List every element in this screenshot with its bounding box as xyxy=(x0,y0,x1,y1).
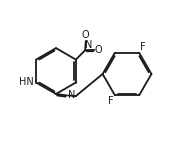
Text: F: F xyxy=(108,96,114,106)
Text: N: N xyxy=(68,90,75,100)
Text: HN: HN xyxy=(19,77,34,87)
Text: O: O xyxy=(95,45,102,55)
Text: N: N xyxy=(85,40,93,50)
Text: O: O xyxy=(82,30,89,41)
Text: F: F xyxy=(140,42,146,52)
